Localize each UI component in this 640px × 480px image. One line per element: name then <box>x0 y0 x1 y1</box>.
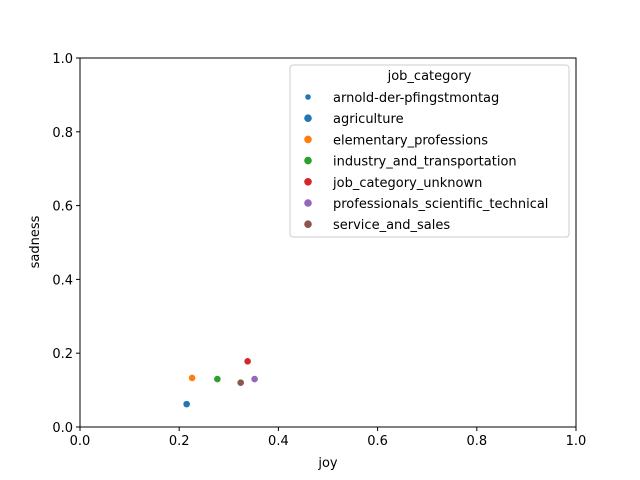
x-axis-label: joy <box>317 456 338 471</box>
y-tick-label: 0.4 <box>52 273 73 288</box>
legend-label: agriculture <box>333 112 404 127</box>
legend-marker <box>304 156 312 165</box>
x-tick-label: 0.6 <box>367 434 388 449</box>
point-professionals-scientific-technical <box>250 375 259 383</box>
point-service-and-sales <box>236 378 245 387</box>
x-tick-label: 0.8 <box>466 434 487 449</box>
x-tick-label: 0.4 <box>268 434 289 449</box>
legend-marker <box>304 135 312 144</box>
point-industry-and-transportation <box>213 375 222 383</box>
legend-label: arnold-der-pfingstmontag <box>333 91 499 106</box>
point-elementary-professions <box>188 374 196 382</box>
legend: job_category arnold-der-pfingstmontag agri… <box>289 64 570 238</box>
legend-marker <box>304 199 312 207</box>
x-tick-label: 0.0 <box>70 434 91 449</box>
legend-marker <box>304 114 312 122</box>
x-tick-label: 0.2 <box>169 434 190 449</box>
y-tick-label: 1.0 <box>52 52 73 67</box>
y-axis-label: sadness <box>28 215 43 268</box>
plot-area <box>79 57 577 428</box>
legend-marker <box>304 220 312 228</box>
axes-frame <box>79 57 577 428</box>
legend-label: service_and_sales <box>333 218 450 233</box>
y-tick-label: 0.0 <box>52 421 73 436</box>
y-tick-label: 0.6 <box>52 200 73 215</box>
legend-label: elementary_professions <box>333 133 488 148</box>
y-axis: 0.0 0.2 0.4 0.6 0.8 1.0 <box>52 52 80 436</box>
x-tick-label: 1.0 <box>566 434 587 449</box>
legend-marker <box>304 178 312 186</box>
x-axis: 0.0 0.2 0.4 0.6 0.8 1.0 <box>70 427 587 449</box>
y-tick-label: 0.2 <box>52 347 73 362</box>
legend-box <box>289 64 570 238</box>
point-agriculture <box>182 400 191 409</box>
legend-title: job_category <box>387 69 472 84</box>
point-job-category-unknown <box>243 357 252 366</box>
legend-label: professionals_scientific_technical <box>333 197 548 212</box>
legend-label: industry_and_transportation <box>333 155 517 170</box>
legend-marker <box>305 94 311 100</box>
data-points <box>182 357 259 409</box>
y-tick-label: 0.8 <box>52 126 73 141</box>
legend-label: job_category_unknown <box>332 176 482 191</box>
